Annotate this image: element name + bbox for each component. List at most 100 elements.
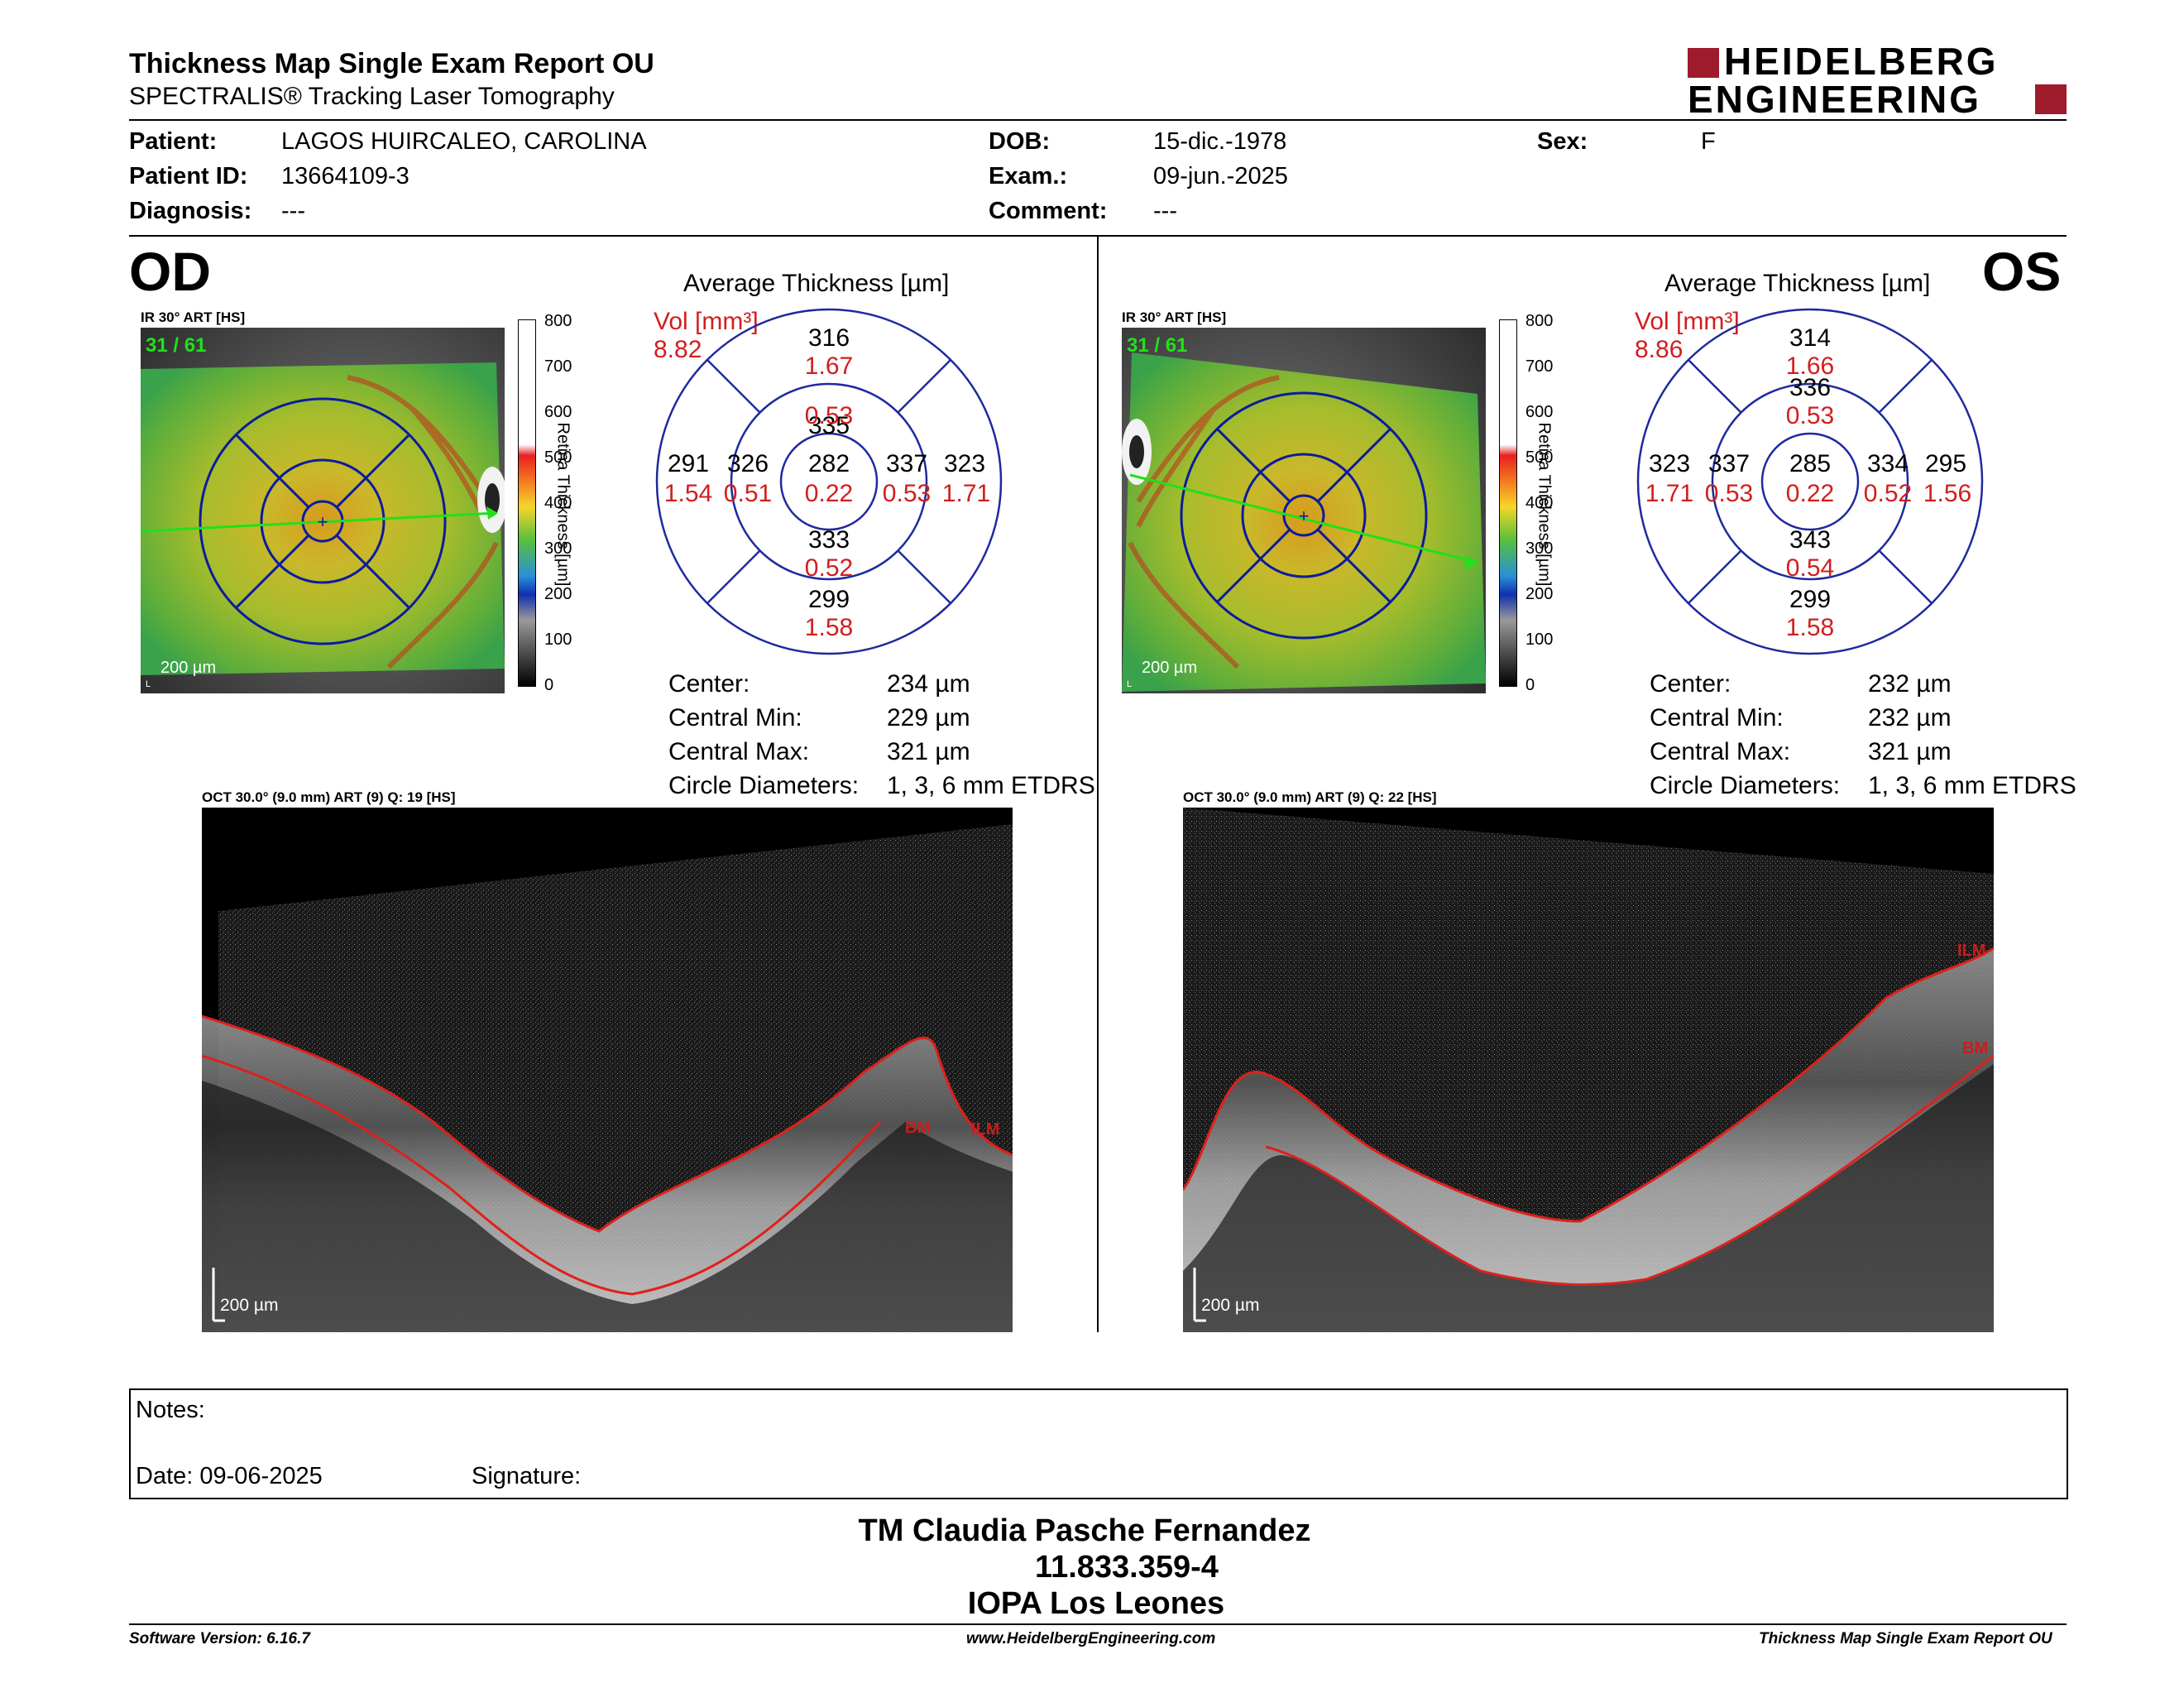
od-inner-top-volume: 0.53 [804, 402, 854, 429]
os-inner-left-thickness: 337 [1707, 450, 1751, 477]
os-inner-left-volume: 0.53 [1704, 480, 1754, 507]
os-avg-title: Average Thickness [µm] [1664, 270, 1931, 297]
comment-label: Comment: [989, 198, 1108, 224]
exam-date: 09-jun.-2025 [1153, 163, 1288, 189]
od-eye-label: OD [129, 241, 211, 302]
od-ir-scale: 200 µm [160, 659, 217, 677]
os-outer-left-volume: 1.71 [1645, 480, 1694, 507]
os-outer-right-volume: 1.56 [1923, 480, 1972, 507]
os-vol-label: Vol [mm³] [1635, 308, 1740, 335]
os-bm-label: BM [1962, 1039, 1989, 1057]
diagnosis-label: Diagnosis: [129, 198, 252, 224]
sex-value: F [1701, 128, 1716, 155]
patient-id: 13664109-3 [281, 163, 410, 189]
os-colorbar-title: Retina Thickness [µm] [1535, 422, 1554, 587]
exam-label: Exam.: [989, 163, 1068, 189]
od-center-volume: 0.22 [804, 480, 854, 507]
report-subtitle: SPECTRALIS® Tracking Laser Tomography [129, 83, 615, 110]
od-ir-fundus-image: + L 31 / 61 200 µm [140, 328, 507, 693]
os-center-volume: 0.22 [1785, 480, 1835, 507]
svg-text:+: + [1299, 506, 1310, 526]
os-outer-bottom-volume: 1.58 [1785, 614, 1835, 641]
os-inner-right-volume: 0.52 [1863, 480, 1913, 507]
od-etdrs-grid: 282 0.22 335 316 1.67 333 0.52 299 1.58 … [655, 308, 1003, 655]
od-inner-bottom-volume: 0.52 [804, 554, 854, 582]
stamp-block: TM Claudia Pasche Fernandez 11.833.359-4… [0, 1513, 2184, 1622]
diagnosis-value: --- [281, 198, 305, 224]
dob-value: 15-dic.-1978 [1153, 128, 1287, 155]
od-colorbar-title: Retina Thickness [µm] [553, 422, 572, 587]
stamp-institution: IOPA Los Leones [967, 1586, 1225, 1621]
od-outer-left-thickness: 291 [667, 450, 710, 477]
od-vol-value: 8.82 [654, 336, 702, 363]
stamp-id: 11.833.359-4 [1035, 1550, 1219, 1585]
patient-name: LAGOS HUIRCALEO, CAROLINA [281, 128, 647, 155]
patient-id-label: Patient ID: [129, 163, 248, 189]
od-outer-bottom-volume: 1.58 [804, 614, 854, 641]
od-outer-right-volume: 1.71 [941, 480, 991, 507]
svg-text:L: L [1127, 679, 1132, 689]
dob-label: DOB: [989, 128, 1051, 155]
os-inner-bottom-thickness: 343 [1789, 526, 1832, 554]
eye-divider [1097, 237, 1099, 1332]
footer-website[interactable]: www.HeidelbergEngineering.com [966, 1630, 1216, 1647]
os-outer-bottom-thickness: 299 [1789, 586, 1832, 613]
os-outer-top-thickness: 314 [1789, 324, 1832, 352]
signature-label: Signature: [472, 1463, 582, 1489]
od-outer-top-thickness: 316 [807, 324, 850, 352]
date-label: Date: 09-06-2025 [136, 1463, 323, 1489]
footer-report-name: Thickness Map Single Exam Report OU [1759, 1630, 2052, 1647]
os-inner-top-thickness: 336 [1789, 374, 1832, 401]
od-inner-top-thickness: 335 [807, 412, 850, 439]
od-frame-counter: 31 / 61 [146, 334, 207, 357]
os-outer-top-volume: 1.66 [1785, 352, 1835, 380]
od-ir-caption: IR 30° ART [HS] [141, 309, 246, 325]
od-colorbar: 800 700 600 500 400 300 200 100 0 Retina… [510, 313, 609, 693]
od-inner-right-thickness: 337 [885, 450, 928, 477]
od-outer-right-thickness: 323 [943, 450, 986, 477]
od-vol-label: Vol [mm³] [654, 308, 759, 335]
os-frame-counter: 31 / 61 [1127, 334, 1188, 357]
svg-text:+: + [318, 511, 328, 532]
notes-label: Notes: [136, 1397, 205, 1423]
patient-label: Patient: [129, 128, 218, 155]
report-title: Thickness Map Single Exam Report OU [129, 48, 654, 79]
os-etdrs-grid: 285 0.22 314 1.66 336 0.53 343 0.54 299 … [1636, 308, 1984, 655]
od-oct-scale: 200 µm [220, 1296, 279, 1315]
od-ilm-label: ILM [971, 1120, 1000, 1139]
os-ir-fundus-image: + L 31 / 61 200 µm [1122, 328, 1486, 693]
svg-text:L: L [146, 679, 151, 689]
od-bm-label: BM [905, 1119, 932, 1137]
od-inner-left-volume: 0.51 [723, 480, 773, 507]
os-metrics: Center: 232 µm Central Min: 232 µm Centr… [1650, 670, 2076, 799]
heidelberg-logo: HEIDELBERG ENGINEERING [1688, 41, 2068, 119]
os-ir-caption: IR 30° ART [HS] [1122, 309, 1227, 325]
od-inner-left-thickness: 326 [726, 450, 769, 477]
od-outer-top-volume: 1.67 [804, 352, 854, 380]
od-inner-bottom-thickness: 333 [807, 526, 850, 554]
os-outer-left-thickness: 323 [1648, 450, 1691, 477]
os-outer-right-thickness: 295 [1924, 450, 1967, 477]
os-colorbar: 800 700 600 500 400 300 200 100 0 Retina… [1491, 313, 1590, 693]
od-oct-caption: OCT 30.0° (9.0 mm) ART (9) Q: 19 [HS] [202, 789, 456, 805]
os-inner-right-thickness: 334 [1866, 450, 1909, 477]
sex-label: Sex: [1537, 128, 1588, 155]
os-vol-value: 8.86 [1635, 336, 1684, 363]
os-oct-scale: 200 µm [1201, 1296, 1260, 1315]
os-oct-caption: OCT 30.0° (9.0 mm) ART (9) Q: 22 [HS] [1183, 789, 1437, 805]
os-ilm-label: ILM [1957, 942, 1986, 960]
od-inner-right-volume: 0.53 [882, 480, 932, 507]
footer-software-version: Software Version: 6.16.7 [129, 1630, 310, 1647]
stamp-name: TM Claudia Pasche Fernandez [858, 1513, 1311, 1548]
os-oct-bscan: 200 µm ILM BM [1181, 808, 1995, 1332]
od-outer-left-volume: 1.54 [663, 480, 713, 507]
comment-value: --- [1153, 198, 1177, 224]
od-center-thickness: 282 [807, 450, 850, 477]
notes-box[interactable]: Notes: Date: 09-06-2025 Signature: [129, 1388, 2068, 1499]
od-metrics: Center: 234 µm Central Min: 229 µm Centr… [668, 670, 1095, 799]
od-oct-bscan: 200 µm BM ILM [201, 808, 1013, 1332]
os-eye-label: OS [1982, 241, 2062, 302]
os-ir-scale: 200 µm [1142, 659, 1198, 677]
os-center-thickness: 285 [1789, 450, 1832, 477]
os-inner-top-volume: 0.53 [1785, 402, 1835, 429]
